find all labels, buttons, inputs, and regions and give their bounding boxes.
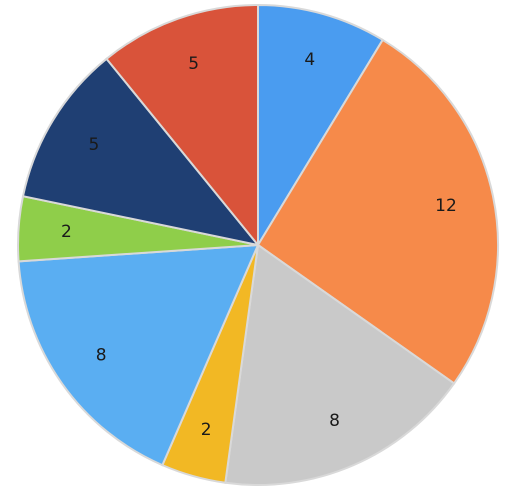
pie-slice-label-4: 2 (201, 420, 212, 440)
pie-slice-2 (256, 38, 499, 385)
pie-slices (17, 3, 499, 486)
pie-slice-7 (21, 57, 261, 247)
pie-slice-1 (257, 3, 385, 249)
pie-slice-label-6: 2 (61, 222, 72, 242)
pie-slice-label-8: 5 (188, 54, 199, 74)
pie-slice-3 (224, 243, 456, 486)
pie-slice-label-2: 12 (435, 196, 457, 216)
pie-slice-8 (105, 3, 259, 248)
pie-slice-5 (17, 243, 260, 467)
pie-slice-label-7: 5 (89, 135, 100, 155)
pie-labels: 4 12 8 2 8 2 5 5 (61, 50, 457, 440)
pie-slice-label-3: 8 (329, 411, 340, 431)
pie-slice-label-5: 8 (96, 346, 107, 366)
pie-slice-label-1: 4 (304, 50, 315, 70)
